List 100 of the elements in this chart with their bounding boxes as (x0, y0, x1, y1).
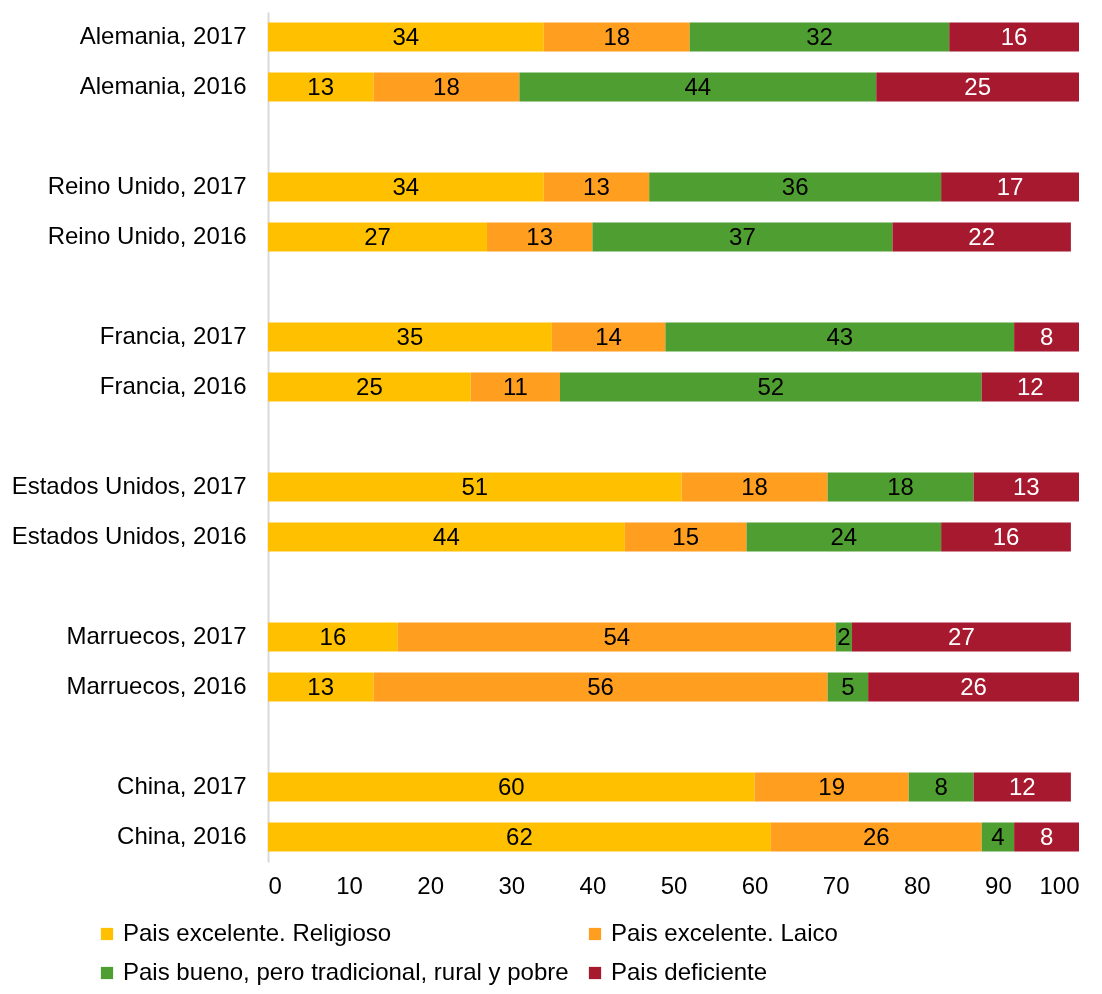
data-label: 44 (433, 523, 460, 550)
bar (949, 22, 1079, 52)
legend-label: Pais bueno, pero tradicional, rural y pobre (123, 958, 569, 985)
data-label: 24 (830, 523, 858, 550)
legend-label: Pais excelente. Religioso (123, 919, 392, 946)
data-label: 32 (806, 23, 833, 50)
y-tick-label: Estados Unidos, 2017 (11, 472, 247, 499)
y-tick-label: Francia, 2017 (99, 322, 247, 349)
bar (973, 472, 1079, 502)
bar (470, 372, 560, 402)
data-label: 52 (757, 373, 785, 400)
data-label: 37 (729, 223, 756, 250)
data-label: 14 (595, 323, 622, 350)
bar (268, 172, 544, 202)
bar (397, 622, 836, 652)
data-label: 19 (818, 773, 845, 800)
data-label: 27 (364, 223, 391, 250)
bar (981, 372, 1079, 402)
bar (770, 822, 982, 852)
y-tick-label: Marruecos, 2016 (66, 672, 247, 699)
bar (268, 822, 771, 852)
y-tick-label: Reino Unido, 2017 (47, 172, 247, 199)
bar (373, 72, 520, 102)
bar (519, 72, 877, 102)
y-tick-label: Estados Unidos, 2016 (11, 522, 247, 549)
x-tick-label: 10 (336, 871, 363, 899)
data-label: 26 (862, 823, 890, 850)
bar (746, 522, 942, 552)
data-label: 15 (672, 523, 700, 550)
bar (268, 472, 682, 502)
y-tick-label: Marruecos, 2017 (66, 622, 247, 649)
data-label: 27 (948, 623, 975, 650)
data-label: 5 (841, 673, 855, 700)
data-label: 34 (392, 173, 420, 200)
x-tick-label: 40 (579, 871, 607, 899)
data-label: 36 (781, 173, 809, 200)
bar (1014, 322, 1079, 352)
y-tick-label: Alemania, 2017 (79, 22, 247, 49)
data-label: 34 (392, 23, 420, 50)
data-label: 18 (433, 73, 460, 100)
data-label: 18 (603, 23, 631, 50)
data-label: 25 (356, 373, 383, 400)
data-label: 56 (587, 673, 614, 700)
y-tick-label: China, 2017 (117, 772, 247, 799)
bar (559, 372, 982, 402)
bar (876, 72, 1079, 102)
bar (941, 172, 1079, 202)
x-tick-label: 70 (822, 871, 850, 899)
data-label: 18 (741, 473, 768, 500)
data-label: 18 (887, 473, 914, 500)
x-tick-label: 20 (417, 871, 445, 899)
data-label: 12 (1016, 373, 1044, 400)
data-label: 13 (1012, 473, 1040, 500)
bar (624, 522, 747, 552)
bar (268, 322, 552, 352)
bar (908, 772, 974, 802)
data-label: 16 (319, 623, 347, 650)
bar (551, 322, 666, 352)
y-tick-label: China, 2016 (117, 822, 247, 849)
data-label: 51 (461, 473, 489, 500)
bar (689, 22, 950, 52)
data-label: 12 (1008, 773, 1036, 800)
x-tick-label: 50 (660, 871, 688, 899)
bar (851, 622, 1071, 652)
bar (681, 472, 828, 502)
x-tick-label: 30 (498, 871, 526, 899)
data-label: 4 (991, 823, 1005, 850)
data-label: 17 (996, 173, 1024, 200)
data-label: 8 (1039, 823, 1054, 850)
bar (268, 22, 544, 52)
y-tick-label: Reino Unido, 2016 (47, 222, 247, 249)
bar (268, 522, 625, 552)
data-label: 8 (934, 773, 948, 800)
data-label: 16 (1000, 23, 1028, 50)
data-label: 54 (603, 623, 631, 650)
data-label: 35 (396, 323, 424, 350)
bar (268, 622, 398, 652)
x-tick-label: 90 (985, 871, 1012, 899)
data-label: 2 (837, 623, 851, 650)
bar (868, 672, 1079, 702)
bar (754, 772, 909, 802)
bar (268, 372, 471, 402)
data-label: 43 (826, 323, 854, 350)
bar (268, 222, 487, 252)
bar (268, 72, 374, 102)
legend-label: Pais excelente. Laico (611, 919, 838, 946)
x-tick-label: 0 (268, 871, 282, 899)
data-label: 16 (992, 523, 1020, 550)
data-label: 60 (497, 773, 525, 800)
y-tick-label: Francia, 2016 (99, 372, 247, 399)
bar (665, 322, 1015, 352)
bar (827, 472, 974, 502)
bar (892, 222, 1071, 252)
data-label: 13 (307, 673, 335, 700)
data-label: 13 (583, 173, 610, 200)
bar (649, 172, 942, 202)
bar (973, 772, 1071, 802)
data-label: 25 (964, 73, 991, 100)
data-label: 11 (502, 373, 528, 400)
data-label: 13 (526, 223, 554, 250)
